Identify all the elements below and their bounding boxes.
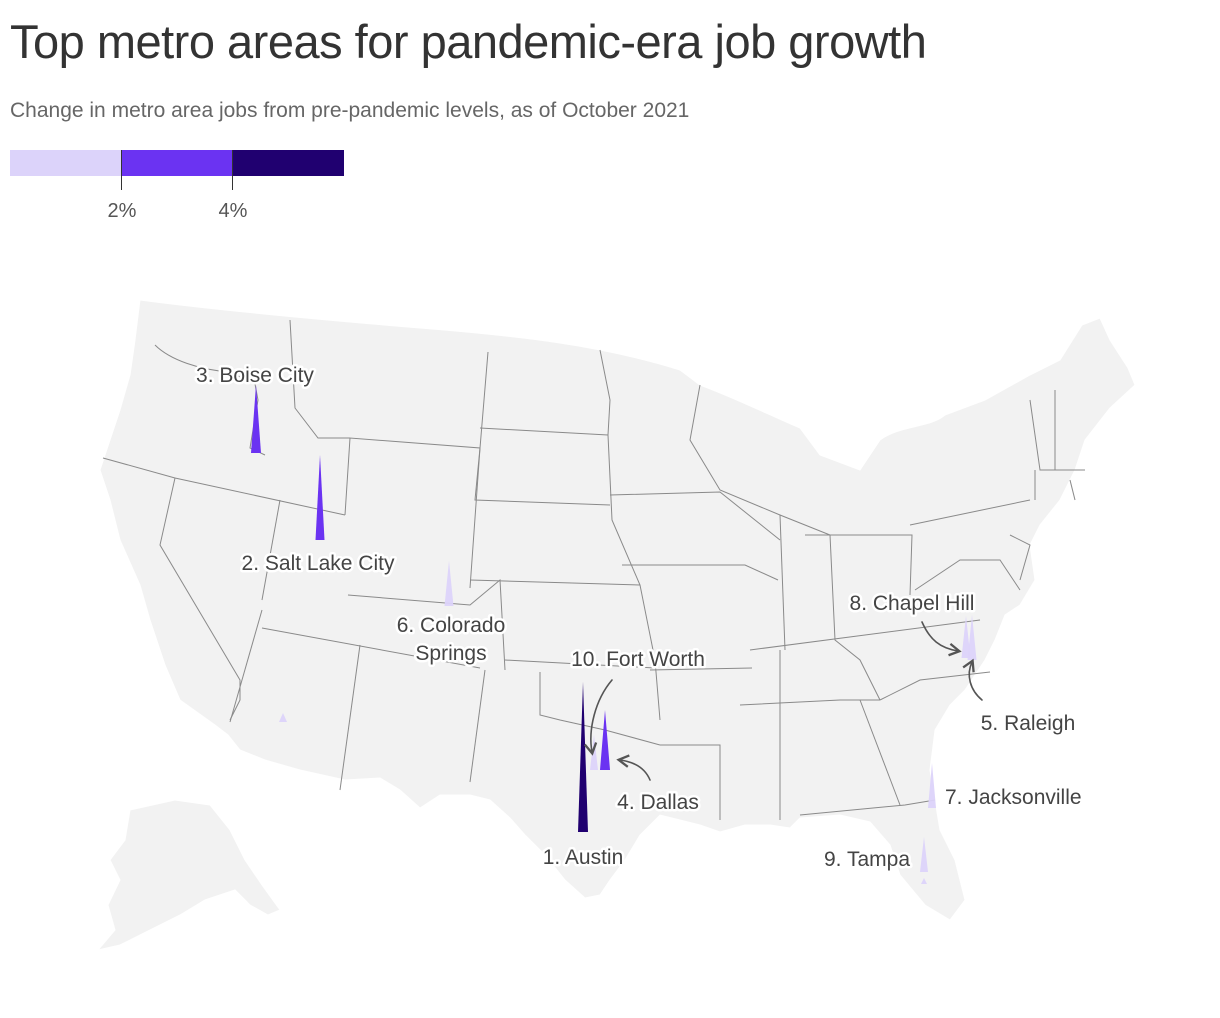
label-colorado-springs-line2: Springs: [415, 642, 486, 665]
arrow-fort-worth: [583, 679, 613, 756]
label-austin: 1. Austin: [543, 846, 624, 869]
spike-metro-8: [961, 616, 971, 658]
land-area: [96, 299, 1136, 951]
color-legend: [10, 150, 350, 230]
label-jacksonville: 7. Jacksonville: [945, 786, 1082, 809]
chart-title: Top metro areas for pandemic-era job gro…: [10, 15, 927, 68]
label-colorado-springs-line1: 6. Colorado: [397, 614, 506, 637]
alaska-shape: [96, 799, 281, 951]
spike-metro-12: [921, 878, 927, 884]
spike-metro-9: [920, 837, 928, 872]
spike-metro-3: [251, 385, 261, 453]
legend-swatch-high: [232, 150, 344, 176]
callout-arrows: [583, 621, 983, 781]
spike-metro-2: [315, 455, 325, 540]
label-salt-lake-city: 2. Salt Lake City: [242, 552, 395, 575]
arrow-raleigh: [962, 658, 983, 701]
label-tampa: 9. Tampa: [824, 848, 910, 871]
legend-tick-4: [232, 150, 233, 190]
label-raleigh: 5. Raleigh: [981, 712, 1076, 735]
label-chapel-hill: 8. Chapel Hill: [850, 592, 975, 615]
spike-metro-7: [928, 763, 936, 808]
label-fort-worth: 10. Fort Worth: [571, 648, 705, 671]
spike-metro-5: [967, 615, 977, 660]
label-boise-city: 3. Boise City: [196, 364, 314, 387]
spike-metro-11: [279, 713, 287, 722]
label-dallas: 4. Dallas: [617, 791, 699, 814]
state-borders: [102, 319, 1085, 820]
legend-tick-label-4: 4%: [218, 200, 248, 222]
metro-labels: 3. Boise City 2. Salt Lake City 6. Color…: [194, 362, 1085, 874]
spike-metro-1: [578, 682, 588, 832]
job-growth-spikes: [251, 385, 977, 884]
legend-swatch-mid: [121, 150, 232, 176]
arrow-dallas: [616, 754, 651, 781]
arrow-chapel-hill: [921, 621, 962, 657]
spike-metro-6: [444, 561, 454, 606]
spike-metro-4: [600, 710, 610, 770]
legend-swatch-low: [10, 150, 121, 176]
legend-tick-label-2: 2%: [107, 200, 137, 222]
chart-subtitle: Change in metro area jobs from pre-pande…: [10, 99, 690, 122]
contiguous-us-shape: [99, 299, 1136, 921]
legend-tick-2: [121, 150, 122, 190]
